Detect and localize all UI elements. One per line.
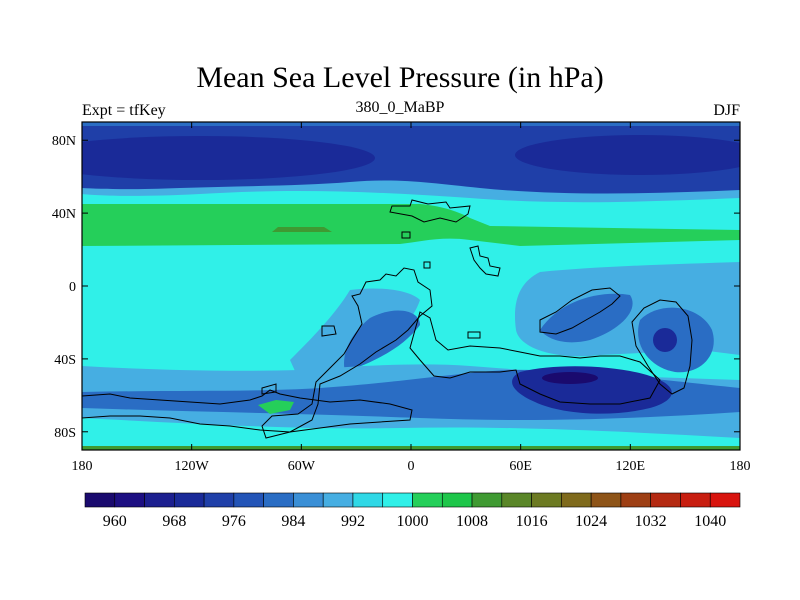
period-label: 380_0_MaBP [355, 99, 445, 116]
x-tick-label: 60E [509, 459, 532, 474]
colorbar-swatch [709, 492, 741, 508]
colorbar-label: 968 [162, 513, 186, 530]
x-tick-label: 180 [72, 459, 93, 474]
x-axis: 180 120W 60W 0 60E 120E 180 [72, 122, 751, 474]
x-tick-label: 180 [730, 459, 751, 474]
colorbar-label: 1024 [575, 513, 607, 530]
north-polar-low-west [82, 136, 375, 180]
coastline-gondwana-central [409, 311, 661, 405]
x-tick-label: 0 [408, 459, 415, 474]
pressure-field [82, 122, 740, 450]
colorbar-swatch [84, 492, 116, 508]
colorbar-label: 1016 [516, 513, 548, 530]
colorbar-label: 1032 [635, 513, 667, 530]
coastline-small-island-5 [423, 261, 431, 269]
colorbar-swatch [501, 492, 532, 508]
season-label: DJF [713, 102, 740, 119]
x-tick-label: 120E [616, 459, 646, 474]
x-tick-label: 120W [175, 459, 210, 474]
southern-deep-low [542, 372, 598, 384]
y-axis: 80N 40N 0 40S 80S [52, 134, 740, 441]
coastline-laurasia-north [389, 199, 471, 223]
coastline-small-island-2 [321, 325, 337, 337]
coastline-australia [631, 299, 693, 395]
colorbar: 960 968 976 984 992 1000 1008 1016 1024 1032 1040 [84, 492, 741, 530]
colorbar-swatch [203, 492, 235, 508]
colorbar-swatch [293, 492, 324, 508]
antarctic-high [82, 418, 740, 450]
antarctic-green-patch [258, 400, 294, 414]
colorbar-swatch [561, 492, 592, 508]
subtropical-peak [272, 227, 332, 232]
colorbar-swatch [233, 492, 264, 508]
colorbar-label: 1040 [694, 513, 726, 530]
coastline-small-island-4 [261, 383, 277, 395]
y-tick-label: 40S [54, 353, 76, 368]
coastline-southern-continent [81, 389, 413, 433]
coastline-east-asia [469, 245, 501, 277]
coastlines [81, 199, 693, 439]
colorbar-swatch [680, 492, 711, 508]
colorbar-label: 984 [281, 513, 305, 530]
colorbar-swatch [650, 492, 681, 508]
colorbar-swatch [263, 492, 294, 508]
colorbar-swatch [352, 492, 384, 508]
coastline-gondwana-west [261, 267, 433, 439]
colorbar-swatch [174, 492, 205, 508]
colorbar-swatch [114, 492, 145, 508]
colorbar-label: 960 [103, 513, 127, 530]
experiment-label: Expt = tfKey [82, 102, 166, 119]
south-american-low [344, 310, 420, 372]
colorbar-swatch [382, 492, 413, 508]
colorbar-swatch [144, 492, 175, 508]
y-tick-label: 80N [52, 134, 76, 149]
colorbar-swatch [531, 492, 562, 508]
colorbar-swatch [412, 492, 443, 508]
colorbar-swatch [322, 492, 354, 508]
colorbar-label: 1008 [456, 513, 488, 530]
colorbar-label: 992 [341, 513, 365, 530]
colorbar-label: 1000 [397, 513, 429, 530]
coastline-small-island [401, 231, 411, 239]
subtropical-high-band [82, 204, 740, 246]
colorbar-swatch [471, 492, 503, 508]
colorbar-swatch [441, 492, 473, 508]
colorbar-swatch [620, 492, 651, 508]
colorbar-swatch [590, 492, 622, 508]
y-tick-label: 0 [69, 280, 76, 295]
colorbar-label: 976 [222, 513, 246, 530]
y-tick-label: 40N [52, 207, 76, 222]
x-tick-label: 60W [288, 459, 316, 474]
y-tick-label: 80S [54, 426, 76, 441]
north-polar-low-east [515, 135, 740, 175]
coastline-small-island-3 [467, 331, 481, 339]
east-deep-low [653, 328, 677, 352]
coastline-east-landmass [539, 287, 621, 335]
map-title: Mean Sea Level Pressure (in hPa) [196, 61, 604, 94]
